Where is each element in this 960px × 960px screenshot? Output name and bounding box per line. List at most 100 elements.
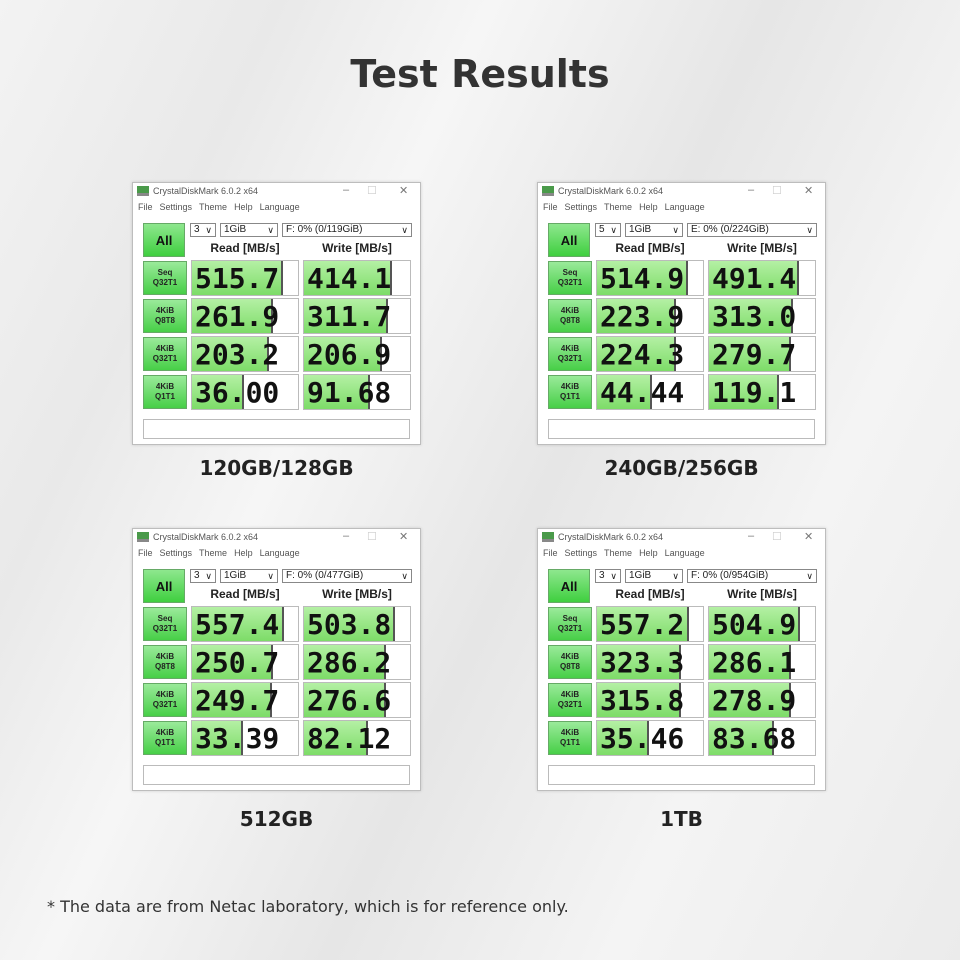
size-select[interactable]: 1GiB ∨	[625, 223, 683, 237]
test-button[interactable]: 4KiB Q1T1	[548, 721, 592, 755]
menu-item[interactable]: Help	[639, 548, 658, 558]
minimize-icon[interactable]: –	[343, 530, 350, 542]
app-icon	[137, 532, 149, 542]
menu-item[interactable]: Language	[664, 202, 705, 212]
read-bar	[192, 645, 273, 679]
chevron-down-icon: ∨	[610, 571, 617, 581]
size-select[interactable]: 1GiB ∨	[625, 569, 683, 583]
test-params: Q32T1	[152, 624, 178, 633]
menu-item[interactable]: File	[138, 548, 153, 558]
write-value: 491.4	[712, 262, 797, 295]
comment-field[interactable]	[548, 765, 815, 785]
test-button[interactable]: Seq Q32T1	[143, 261, 187, 295]
maximize-icon: ☐	[772, 185, 782, 197]
all-button[interactable]: All	[143, 223, 185, 257]
test-button[interactable]: 4KiB Q32T1	[143, 683, 187, 717]
write-bar	[304, 683, 386, 717]
write-bar	[709, 299, 793, 333]
test-button[interactable]: Seq Q32T1	[548, 261, 592, 295]
drive-select[interactable]: F: 0% (0/119GiB) ∨	[282, 223, 412, 237]
test-button[interactable]: 4KiB Q1T1	[143, 375, 187, 409]
comment-field[interactable]	[143, 419, 410, 439]
test-params: Q32T1	[557, 624, 583, 633]
minimize-icon[interactable]: –	[748, 184, 755, 196]
menu-item[interactable]: Language	[664, 548, 705, 558]
drive-select[interactable]: F: 0% (0/477GiB) ∨	[282, 569, 412, 583]
test-name: 4KiB	[155, 382, 175, 391]
chevron-down-icon: ∨	[401, 225, 408, 235]
test-name: Seq	[562, 268, 578, 277]
test-button[interactable]: 4KiB Q32T1	[548, 683, 592, 717]
write-value: 82.12	[307, 722, 392, 755]
write-bar	[709, 337, 792, 371]
menu-item[interactable]: Help	[639, 202, 658, 212]
test-button[interactable]: 4KiB Q8T8	[143, 299, 187, 333]
size-select[interactable]: 1GiB ∨	[220, 223, 278, 237]
menu-item[interactable]: File	[543, 548, 558, 558]
test-button[interactable]: 4KiB Q32T1	[143, 337, 187, 371]
test-name: 4KiB	[560, 728, 580, 737]
read-header: Read [MB/s]	[615, 587, 685, 601]
minimize-icon[interactable]: –	[343, 184, 350, 196]
test-button[interactable]: 4KiB Q8T8	[548, 299, 592, 333]
menu-item[interactable]: Language	[259, 202, 300, 212]
all-button[interactable]: All	[548, 569, 590, 603]
menu-item[interactable]: File	[543, 202, 558, 212]
test-name: 4KiB	[560, 344, 580, 353]
count-select[interactable]: 3 ∨	[190, 569, 216, 583]
write-bar	[304, 375, 370, 409]
close-icon[interactable]: ✕	[399, 185, 409, 197]
menu-item[interactable]: Settings	[564, 202, 598, 212]
close-icon[interactable]: ✕	[804, 531, 814, 543]
test-button[interactable]: 4KiB Q8T8	[143, 645, 187, 679]
count-select[interactable]: 3 ∨	[595, 569, 621, 583]
test-button[interactable]: 4KiB Q1T1	[143, 721, 187, 755]
size-value: 1GiB	[224, 570, 247, 581]
menu-item[interactable]: Theme	[604, 548, 633, 558]
close-icon[interactable]: ✕	[399, 531, 409, 543]
comment-field[interactable]	[548, 419, 815, 439]
test-params: Q8T8	[559, 316, 580, 325]
menu-item[interactable]: Help	[234, 202, 253, 212]
close-icon[interactable]: ✕	[804, 185, 814, 197]
menu-item[interactable]: Theme	[199, 548, 228, 558]
read-value: 44.44	[600, 376, 685, 409]
menu-item[interactable]: Theme	[604, 202, 633, 212]
menu-item[interactable]: File	[138, 202, 153, 212]
test-button[interactable]: 4KiB Q32T1	[548, 337, 592, 371]
comment-field[interactable]	[143, 765, 410, 785]
test-button[interactable]: Seq Q32T1	[143, 607, 187, 641]
read-result: 36.00	[191, 374, 299, 410]
all-button[interactable]: All	[548, 223, 590, 257]
drive-value: F: 0% (0/954GiB)	[691, 570, 769, 581]
read-result: 249.7	[191, 682, 299, 718]
size-select[interactable]: 1GiB ∨	[220, 569, 278, 583]
read-bar	[192, 683, 273, 717]
menu-item[interactable]: Settings	[564, 548, 598, 558]
write-result: 286.2	[303, 644, 411, 680]
count-value: 3	[599, 570, 605, 581]
menu-bar: File Settings Theme Help Language	[543, 202, 712, 212]
drive-select[interactable]: E: 0% (0/224GiB) ∨	[687, 223, 817, 237]
chevron-down-icon: ∨	[806, 225, 813, 235]
drive-select[interactable]: F: 0% (0/954GiB) ∨	[687, 569, 817, 583]
all-button[interactable]: All	[143, 569, 185, 603]
chevron-down-icon: ∨	[806, 571, 813, 581]
read-result: 323.3	[596, 644, 704, 680]
read-result: 315.8	[596, 682, 704, 718]
test-button[interactable]: 4KiB Q1T1	[548, 375, 592, 409]
menu-item[interactable]: Theme	[199, 202, 228, 212]
write-value: 119.1	[712, 376, 797, 409]
menu-item[interactable]: Settings	[159, 202, 193, 212]
menu-item[interactable]: Help	[234, 548, 253, 558]
write-bar	[709, 683, 792, 717]
count-select[interactable]: 5 ∨	[595, 223, 621, 237]
chevron-down-icon: ∨	[672, 225, 679, 235]
menu-item[interactable]: Settings	[159, 548, 193, 558]
test-button[interactable]: Seq Q32T1	[548, 607, 592, 641]
read-result: 203.2	[191, 336, 299, 372]
menu-item[interactable]: Language	[259, 548, 300, 558]
test-button[interactable]: 4KiB Q8T8	[548, 645, 592, 679]
count-select[interactable]: 3 ∨	[190, 223, 216, 237]
minimize-icon[interactable]: –	[748, 530, 755, 542]
